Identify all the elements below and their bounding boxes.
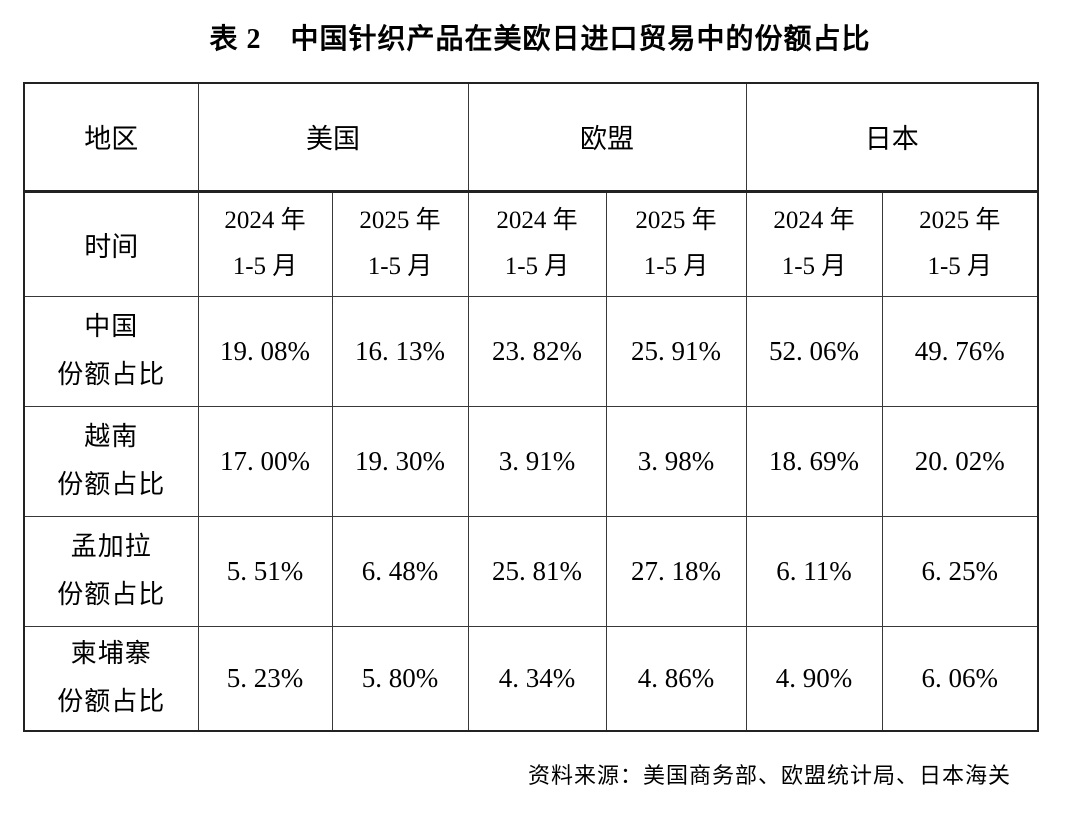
share-value-cell: 6. 06% xyxy=(881,625,1039,732)
table-title: 表 2 中国针织产品在美欧日进口贸易中的份额占比 xyxy=(209,24,871,55)
time-header-row: 时间 2024 年 1-5 月 2025 年 1-5 月 2024 年 1-5 … xyxy=(23,190,1039,297)
country-row-vietnam: 越南 份额占比 17. 00% 19. 30% 3. 91% 3. 98% 18… xyxy=(23,405,1039,517)
share-value-cell: 19. 30% xyxy=(331,405,469,517)
share-value-cell: 5. 51% xyxy=(197,515,333,627)
share-value-cell: 16. 13% xyxy=(331,295,469,407)
share-value-cell: 6. 25% xyxy=(881,515,1039,627)
share-value-cell: 4. 90% xyxy=(745,625,883,732)
share-value-cell: 19. 08% xyxy=(197,295,333,407)
share-value-cell: 4. 86% xyxy=(605,625,747,732)
period-header-cell: 2024 年 1-5 月 xyxy=(197,190,333,297)
period-header-cell: 2025 年 1-5 月 xyxy=(881,190,1039,297)
period-header-cell: 2024 年 1-5 月 xyxy=(745,190,883,297)
share-value-cell: 6. 11% xyxy=(745,515,883,627)
period-year: 2025 年 xyxy=(919,207,1001,234)
share-value-cell: 18. 69% xyxy=(745,405,883,517)
metric-name: 份额占比 xyxy=(57,360,166,389)
country-row-cambodia: 柬埔寨 份额占比 5. 23% 5. 80% 4. 34% 4. 86% 4. … xyxy=(23,625,1039,732)
metric-name: 份额占比 xyxy=(57,580,166,609)
share-value-cell: 4. 34% xyxy=(467,625,607,732)
share-value-cell: 3. 91% xyxy=(467,405,607,517)
period-months: 1-5 月 xyxy=(781,253,847,280)
metric-name: 份额占比 xyxy=(57,470,166,499)
country-label-cell: 柬埔寨 份额占比 xyxy=(23,625,199,732)
share-value-cell: 52. 06% xyxy=(745,295,883,407)
country-name: 孟加拉 xyxy=(70,532,152,561)
share-value-cell: 23. 82% xyxy=(467,295,607,407)
region-header-us: 美国 xyxy=(197,82,469,193)
period-months: 1-5 月 xyxy=(504,253,570,280)
country-name: 中国 xyxy=(84,312,139,341)
period-months: 1-5 月 xyxy=(232,253,298,280)
share-value-cell: 3. 98% xyxy=(605,405,747,517)
period-year: 2024 年 xyxy=(496,207,578,234)
region-header-japan: 日本 xyxy=(745,82,1039,193)
region-header-eu: 欧盟 xyxy=(467,82,747,193)
period-months: 1-5 月 xyxy=(367,253,433,280)
source-note: 资料来源：美国商务部、欧盟统计局、日本海关 xyxy=(527,763,1011,788)
period-year: 2024 年 xyxy=(224,207,306,234)
period-year: 2025 年 xyxy=(359,207,441,234)
share-value-cell: 6. 48% xyxy=(331,515,469,627)
share-value-cell: 20. 02% xyxy=(881,405,1039,517)
country-label-cell: 孟加拉 份额占比 xyxy=(23,515,199,627)
share-value-cell: 27. 18% xyxy=(605,515,747,627)
period-header-cell: 2025 年 1-5 月 xyxy=(605,190,747,297)
share-value-cell: 5. 23% xyxy=(197,625,333,732)
country-label-cell: 中国 份额占比 xyxy=(23,295,199,407)
corner-cell-time: 时间 xyxy=(23,190,199,297)
trade-share-table: 地区 美国 欧盟 日本 时间 2024 年 1-5 月 2025 年 1-5 月… xyxy=(23,82,1039,732)
region-header-row: 地区 美国 欧盟 日本 xyxy=(23,82,1039,193)
share-value-cell: 49. 76% xyxy=(881,295,1039,407)
period-header-cell: 2024 年 1-5 月 xyxy=(467,190,607,297)
country-row-china: 中国 份额占比 19. 08% 16. 13% 23. 82% 25. 91% … xyxy=(23,295,1039,407)
period-year: 2025 年 xyxy=(635,207,717,234)
country-label-cell: 越南 份额占比 xyxy=(23,405,199,517)
country-row-bangladesh: 孟加拉 份额占比 5. 51% 6. 48% 25. 81% 27. 18% 6… xyxy=(23,515,1039,627)
period-months: 1-5 月 xyxy=(643,253,709,280)
period-header-cell: 2025 年 1-5 月 xyxy=(331,190,469,297)
share-value-cell: 25. 91% xyxy=(605,295,747,407)
country-name: 越南 xyxy=(84,422,139,451)
share-value-cell: 17. 00% xyxy=(197,405,333,517)
period-year: 2024 年 xyxy=(773,207,855,234)
country-name: 柬埔寨 xyxy=(70,639,152,669)
share-value-cell: 25. 81% xyxy=(467,515,607,627)
period-months: 1-5 月 xyxy=(927,253,993,280)
metric-name: 份额占比 xyxy=(57,687,166,717)
corner-cell-region: 地区 xyxy=(23,82,199,193)
share-value-cell: 5. 80% xyxy=(331,625,469,732)
